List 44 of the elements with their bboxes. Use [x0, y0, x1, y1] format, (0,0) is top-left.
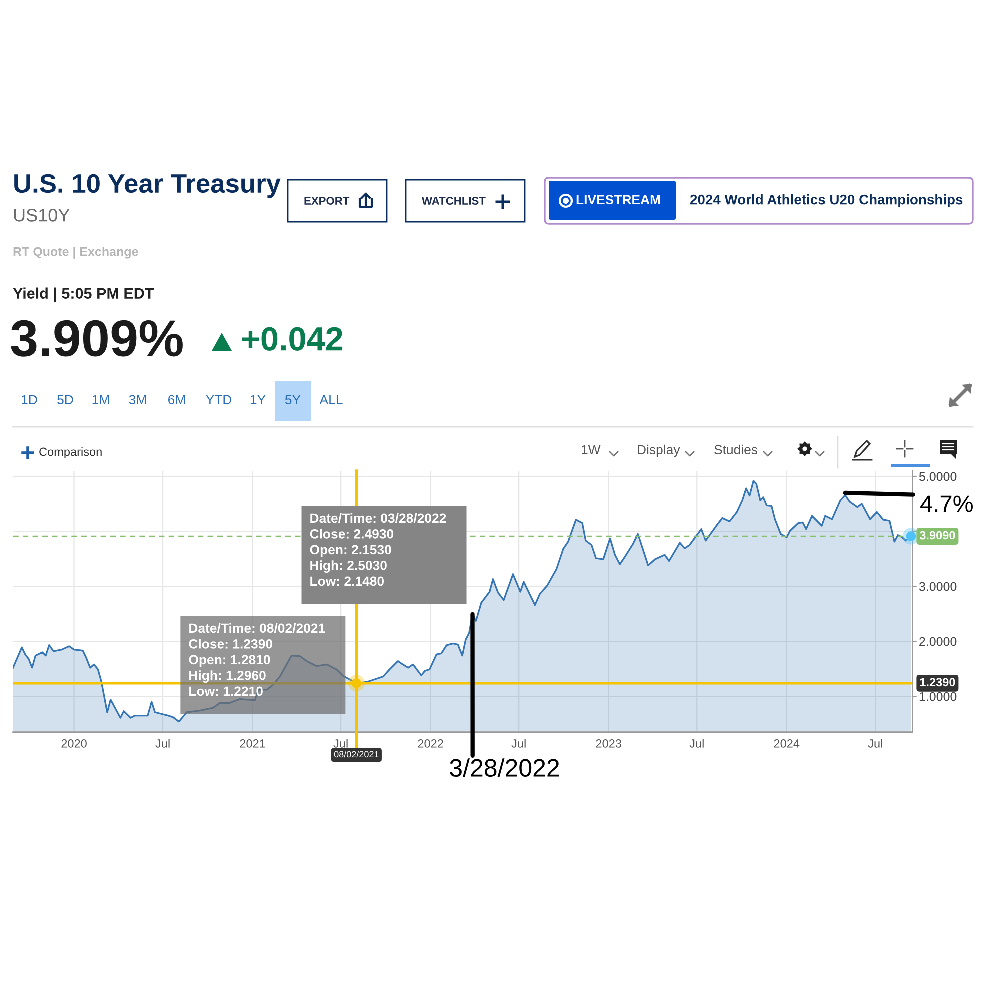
x-tick-label: Jul [156, 739, 170, 748]
annotation: Date/Time: 03/28/2022 Close: 2.4930 Open: 2.1530 High: 2.5030 Low: 2.1480 [310, 513, 446, 586]
ref-line-label: 08/02/2021 [334, 751, 379, 758]
text: 1W [582, 445, 601, 454]
text: ALL [320, 395, 343, 404]
text: 3M [129, 395, 146, 405]
annotation: Date/Time: 08/02/2021 Close: 1.2390 Open: 1.2810 High: 1.2960 Low: 1.2210 [189, 623, 326, 696]
text: YTD [206, 395, 232, 404]
y-tick-label: 2.0000 [920, 637, 957, 646]
x-tick-label: Jul [868, 739, 882, 748]
x-tick-label: Jul [334, 739, 348, 748]
ref-line-label: 3.9090 [920, 531, 956, 540]
text: 6M [168, 395, 186, 405]
x-tick-label: 2020 [62, 740, 87, 748]
y-tick-label: 3.0000 [919, 582, 957, 592]
text: +0.042 [242, 327, 343, 351]
x-tick-label: 2021 [240, 740, 266, 748]
x-tick-label: 2022 [418, 740, 444, 748]
text: Display [638, 444, 680, 458]
text: 5D [58, 395, 74, 405]
text: 1Y [250, 395, 266, 404]
ref-line-label: 1.2390 [920, 678, 956, 687]
text: Comparison [40, 447, 102, 459]
chart-title: U.S. 10 Year Treasury [14, 174, 281, 198]
x-tick-label: 2024 [774, 740, 800, 748]
text: Studies [714, 444, 758, 455]
text: LIVESTREAM [576, 195, 660, 205]
text: EXPORT [304, 197, 350, 205]
text: WATCHLIST [422, 197, 486, 205]
text: 3.909% [11, 320, 183, 357]
annotation: 4.7% [920, 496, 973, 512]
text: 1M [92, 395, 110, 404]
text: 2024 World Athletics U20 Championships [690, 194, 963, 208]
y-tick-label: 1.0000 [920, 692, 957, 702]
text: RT Quote | Exchange [14, 247, 138, 259]
x-tick-label: Jul [690, 739, 704, 748]
chart-subtitle: US10Y [14, 209, 70, 222]
text: 5Y [285, 395, 301, 405]
text: Yield | 5:05 PM EDT [13, 288, 154, 302]
y-tick-label: 5.0000 [919, 472, 957, 482]
annotation: 3/28/2022 [450, 758, 560, 778]
text: 1D [22, 395, 38, 404]
x-tick-label: 2023 [596, 740, 622, 748]
x-tick-label: Jul [512, 739, 526, 748]
